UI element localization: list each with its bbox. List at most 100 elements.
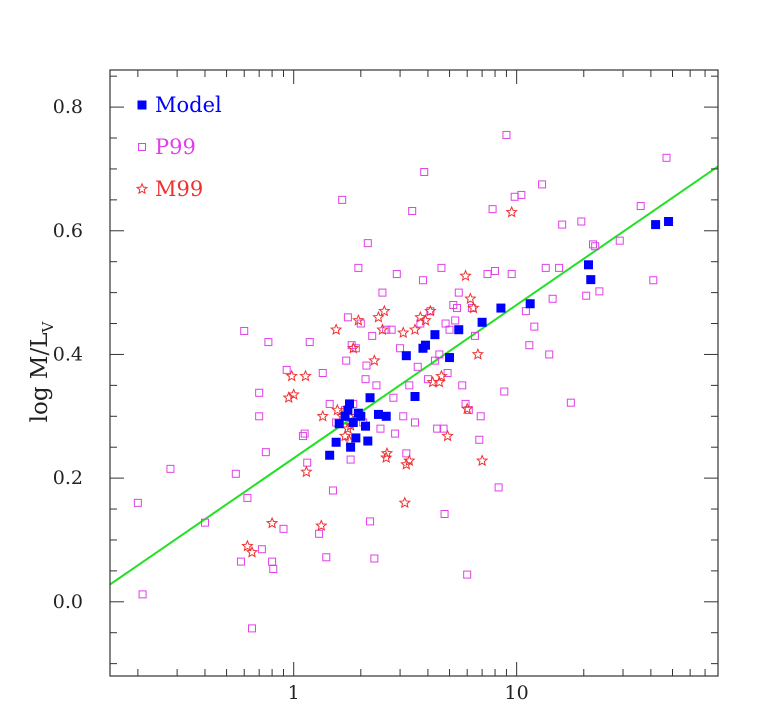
data-point-p99 <box>548 294 557 303</box>
data-point-p99 <box>389 393 398 402</box>
data-point-p99 <box>430 356 439 365</box>
data-point-p99 <box>451 316 460 325</box>
data-point-p99 <box>502 130 511 139</box>
data-point-p99 <box>240 326 249 335</box>
data-point-p99 <box>452 304 461 313</box>
data-point-p99 <box>387 325 396 334</box>
data-point-m99 <box>419 313 432 326</box>
data-point-p99 <box>305 338 314 347</box>
data-point-p99 <box>410 418 419 427</box>
data-point-model <box>381 411 391 421</box>
data-point-p99 <box>247 624 256 633</box>
plot-frame <box>109 69 719 677</box>
data-point-p99 <box>255 388 264 397</box>
data-point-m99 <box>505 205 518 218</box>
data-point-p99 <box>328 486 337 495</box>
data-point-p99 <box>325 399 334 408</box>
data-point-model <box>340 411 350 421</box>
data-point-p99 <box>279 524 288 533</box>
legend-marker-m99 <box>135 182 149 195</box>
data-point-model <box>348 417 358 427</box>
data-point-m99 <box>282 391 295 403</box>
data-point-p99 <box>470 331 479 340</box>
data-point-p99 <box>133 498 142 507</box>
y-axis-label-main: log M/L <box>27 333 53 423</box>
data-point-p99 <box>402 449 411 458</box>
data-point-m99 <box>461 402 474 415</box>
y-tick-label: 0.4 <box>53 343 83 365</box>
data-point-p99 <box>362 361 371 370</box>
data-point-p99 <box>566 398 575 407</box>
data-point-p99 <box>420 168 429 177</box>
axis-ticks <box>110 70 719 676</box>
data-point-m99 <box>464 292 477 305</box>
data-point-p99 <box>454 288 463 297</box>
data-point-p99 <box>264 338 273 347</box>
data-point-p99 <box>595 287 604 296</box>
data-point-p99 <box>440 509 449 518</box>
data-point-p99 <box>315 529 324 538</box>
data-point-p99 <box>269 565 278 574</box>
data-point-p99 <box>439 424 448 433</box>
data-point-p99 <box>463 570 472 579</box>
data-point-p99 <box>257 545 266 554</box>
legend: Model P99 M99 <box>135 93 222 201</box>
legend-marker-p99 <box>138 143 146 151</box>
data-point-m99 <box>475 454 489 467</box>
data-point-model <box>331 437 341 447</box>
data-point-p99 <box>243 493 252 502</box>
data-point-p99 <box>300 429 309 438</box>
data-point-p99 <box>423 375 432 384</box>
data-point-m99 <box>347 341 360 354</box>
data-point-p99 <box>475 435 484 444</box>
data-point-model <box>356 411 366 421</box>
data-point-p99 <box>318 369 327 377</box>
y-axis-label: log M/LV <box>27 321 57 423</box>
data-point-m99 <box>414 310 427 323</box>
data-point-m99 <box>408 323 422 335</box>
data-point-m99 <box>397 326 410 339</box>
data-point-p99 <box>555 263 564 272</box>
data-point-p99 <box>303 458 312 467</box>
legend-marker-model <box>137 100 147 110</box>
data-point-m99 <box>316 409 329 422</box>
data-point-p99 <box>443 369 452 377</box>
data-point-p99 <box>366 517 375 526</box>
data-point-p99 <box>541 263 550 272</box>
data-point-p99 <box>538 180 547 189</box>
data-point-m99 <box>265 516 279 529</box>
legend-label-model: Model <box>155 93 222 117</box>
data-point-model <box>651 220 661 230</box>
data-point-m99 <box>352 313 365 326</box>
data-point-model <box>334 419 344 429</box>
data-point-p99 <box>255 412 264 421</box>
data-point-m99 <box>245 545 259 558</box>
data-point-m99 <box>331 403 344 416</box>
data-point-p99 <box>354 263 363 272</box>
data-point-p99 <box>458 381 467 390</box>
data-point-m99 <box>467 301 480 314</box>
y-tick-label: 0.8 <box>53 96 83 118</box>
data-point-m99 <box>338 429 352 442</box>
data-point-m99 <box>380 446 394 459</box>
data-point-model <box>477 317 487 327</box>
tick-labels: 0.0 0.2 0.4 0.6 0.8 1 10 <box>53 96 529 701</box>
data-point-model <box>454 325 464 335</box>
data-point-p99 <box>662 153 671 162</box>
data-point-model <box>346 442 356 452</box>
data-point-model <box>373 409 383 419</box>
series-m99 <box>241 205 518 558</box>
data-point-m99 <box>435 369 448 382</box>
data-point-p99 <box>582 291 591 300</box>
data-point-model <box>325 450 335 460</box>
data-point-p99 <box>588 240 597 249</box>
data-point-p99 <box>521 307 530 316</box>
data-point-m99 <box>285 369 298 382</box>
data-point-model <box>351 433 361 443</box>
data-point-p99 <box>494 483 503 492</box>
y-tick-label: 0.0 <box>53 591 83 613</box>
data-point-p99 <box>376 424 385 433</box>
data-point-p99 <box>530 322 539 331</box>
data-point-m99 <box>433 375 446 388</box>
legend-item-model: Model <box>137 93 222 117</box>
